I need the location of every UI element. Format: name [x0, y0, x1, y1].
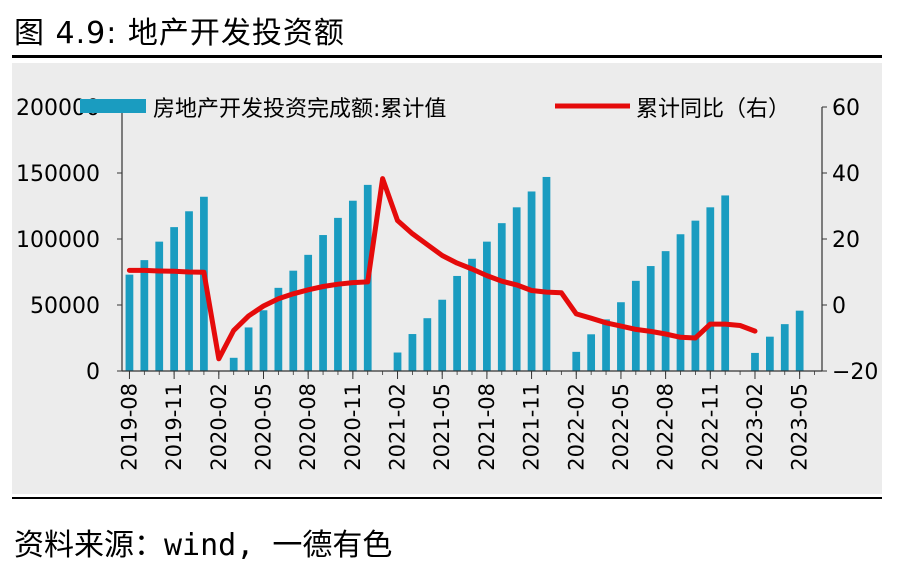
bar [319, 235, 327, 371]
y-right-tick-label: 0 [832, 294, 846, 319]
bar [259, 310, 268, 371]
y-right-tick-label: 20 [832, 228, 860, 253]
y-right-tick-label: 40 [832, 162, 860, 187]
bar [602, 319, 610, 371]
x-tick-label: 2020-02 [207, 383, 231, 471]
bottom-divider [12, 497, 882, 499]
bar [483, 241, 491, 371]
y-right-tick-label: 60 [832, 96, 860, 121]
bar [512, 207, 521, 371]
x-tick-label: 2021-08 [475, 383, 499, 471]
bar [706, 207, 715, 371]
bar [274, 287, 283, 371]
bar [691, 220, 700, 371]
y-left-tick-label: 150000 [16, 162, 100, 187]
bar [304, 254, 313, 371]
bar [527, 191, 536, 371]
bar [155, 241, 164, 371]
bar [170, 227, 178, 371]
bar [721, 195, 730, 371]
bar [617, 302, 625, 371]
y-left-tick-label: 50000 [30, 294, 100, 319]
bar [572, 351, 581, 371]
bar [423, 318, 432, 371]
bar [408, 334, 417, 371]
x-tick-label: 2023-05 [788, 383, 812, 471]
figure-title: 图 4.9: 地产开发投资额 [14, 16, 345, 51]
y-right-tick-label: −20 [832, 360, 878, 385]
y-left-tick-label: 0 [86, 360, 100, 385]
x-tick-label: 2022-11 [698, 383, 722, 471]
bar [542, 176, 551, 371]
bar [646, 266, 655, 371]
bar [631, 280, 640, 371]
bar [229, 357, 238, 371]
legend-bar-swatch [80, 99, 146, 113]
source-note: 资料来源：wind, 一德有色 [14, 528, 393, 563]
x-tick-label: 2020-08 [296, 383, 320, 471]
bar [587, 334, 596, 371]
bar [780, 324, 789, 371]
x-tick-label: 2023-02 [743, 383, 767, 471]
bar [185, 211, 193, 371]
bar [497, 223, 506, 371]
bar [661, 251, 670, 371]
x-tick-label: 2020-05 [252, 383, 276, 471]
bar [453, 275, 461, 371]
bar [795, 310, 804, 371]
bar [125, 274, 134, 371]
legend-line-label: 累计同比（右） [636, 97, 790, 122]
bar [766, 336, 774, 371]
series-line [126, 176, 758, 362]
bar [393, 352, 402, 371]
bar [348, 200, 357, 371]
x-tick-label: 2019-08 [117, 383, 141, 471]
bar [751, 352, 759, 371]
x-tick-label: 2020-11 [341, 383, 365, 471]
bar [140, 260, 149, 371]
bar [334, 217, 342, 371]
legend: 房地产开发投资完成额:累计值 累计同比（右） [80, 97, 790, 122]
x-tick-label: 2022-05 [609, 383, 633, 471]
x-tick-label: 2019-11 [162, 383, 186, 471]
x-tick-label: 2022-08 [654, 383, 678, 471]
bar [244, 327, 253, 371]
bar [438, 299, 447, 371]
title-divider [12, 55, 882, 58]
x-tick-label: 2021-05 [430, 383, 454, 471]
bar [468, 258, 476, 371]
bar [289, 270, 298, 371]
bar [676, 234, 685, 371]
x-tick-label: 2021-02 [386, 383, 410, 471]
x-tick-label: 2022-02 [564, 383, 588, 471]
x-tick-label: 2021-11 [520, 383, 544, 471]
legend-bar-label: 房地产开发投资完成额:累计值 [153, 97, 446, 122]
y-left-tick-label: 100000 [16, 228, 100, 253]
